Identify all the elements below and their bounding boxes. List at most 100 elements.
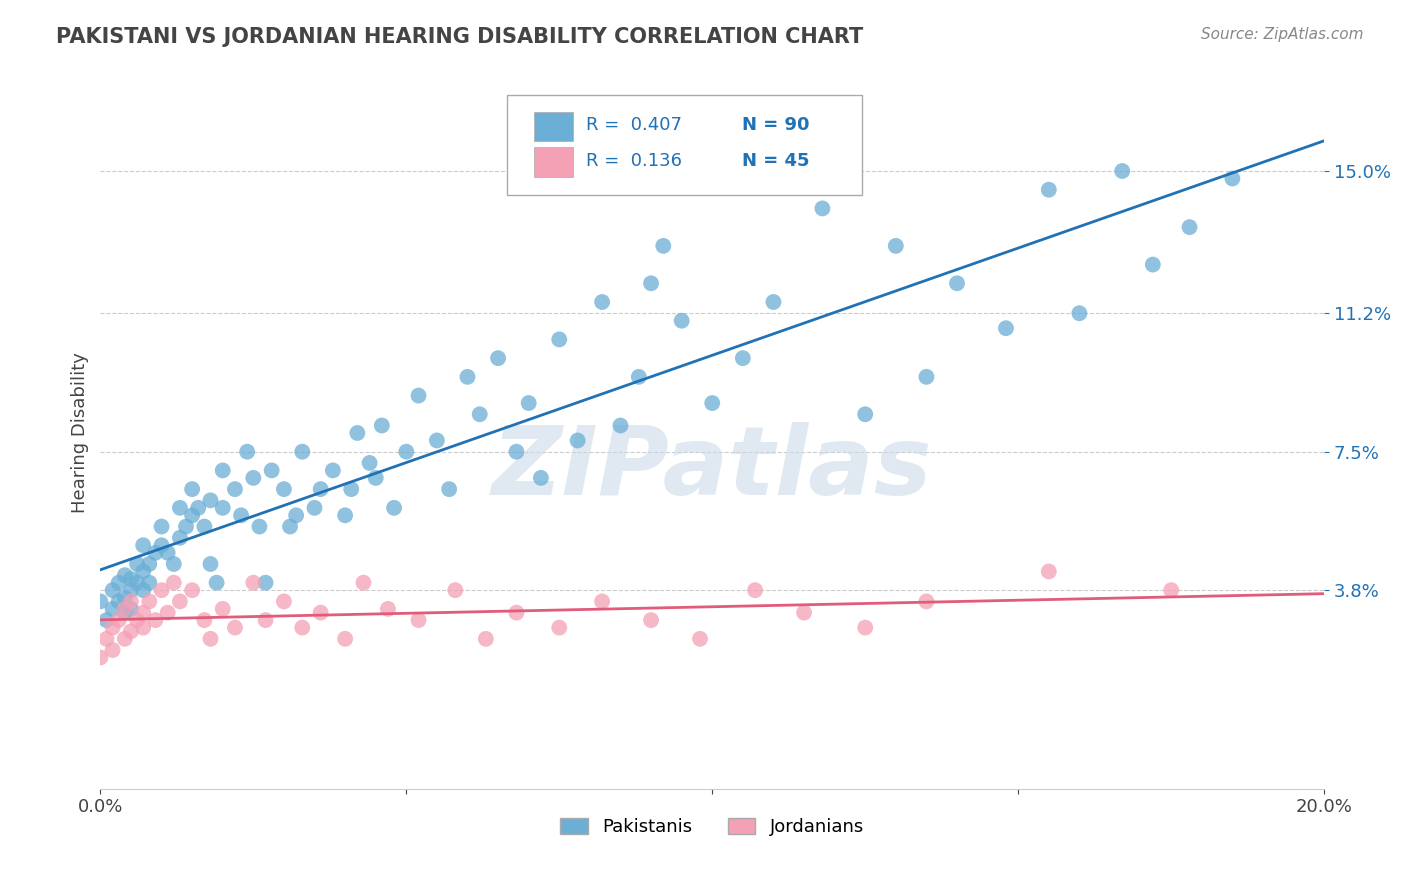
Point	[1069, 306, 1091, 320]
Point	[120, 594, 142, 608]
Point	[96, 613, 118, 627]
Point	[125, 575, 148, 590]
Point	[853, 407, 876, 421]
Point	[278, 519, 301, 533]
Point	[309, 606, 332, 620]
Point	[181, 508, 204, 523]
Point	[408, 613, 430, 627]
FancyBboxPatch shape	[506, 95, 862, 194]
Point	[915, 369, 938, 384]
Point	[114, 568, 136, 582]
Point	[101, 621, 124, 635]
Point	[475, 632, 498, 646]
Point	[156, 606, 179, 620]
Point	[229, 508, 252, 523]
Point	[150, 519, 173, 533]
Point	[114, 606, 136, 620]
Point	[193, 519, 215, 533]
Point	[254, 613, 277, 627]
Point	[322, 463, 344, 477]
Point	[426, 434, 449, 448]
Point	[652, 239, 675, 253]
Point	[254, 575, 277, 590]
Point	[187, 500, 209, 515]
Point	[132, 621, 155, 635]
Point	[114, 632, 136, 646]
Point	[591, 295, 613, 310]
Point	[114, 591, 136, 605]
Text: Source: ZipAtlas.com: Source: ZipAtlas.com	[1201, 27, 1364, 42]
Point	[101, 643, 124, 657]
Point	[89, 594, 111, 608]
Point	[285, 508, 308, 523]
Point	[249, 519, 271, 533]
Point	[291, 444, 314, 458]
Point	[364, 471, 387, 485]
Point	[689, 632, 711, 646]
Point	[120, 602, 142, 616]
Point	[138, 575, 160, 590]
Point	[200, 632, 222, 646]
Point	[163, 575, 186, 590]
Point	[132, 565, 155, 579]
Point	[627, 369, 650, 384]
Text: R =  0.136: R = 0.136	[586, 153, 682, 170]
Legend: Pakistanis, Jordanians: Pakistanis, Jordanians	[553, 811, 872, 844]
Text: ZIPatlas: ZIPatlas	[492, 422, 932, 515]
Point	[224, 482, 246, 496]
Point	[291, 621, 314, 635]
Point	[145, 546, 167, 560]
Text: N = 45: N = 45	[741, 153, 808, 170]
Point	[548, 621, 571, 635]
Point	[671, 314, 693, 328]
Point	[456, 369, 478, 384]
Point	[548, 333, 571, 347]
Point	[101, 583, 124, 598]
Point	[273, 482, 295, 496]
Point	[169, 500, 191, 515]
Point	[505, 606, 527, 620]
Point	[609, 418, 631, 433]
Point	[309, 482, 332, 496]
Point	[101, 602, 124, 616]
Point	[517, 396, 540, 410]
Point	[181, 482, 204, 496]
Point	[242, 575, 264, 590]
Point	[236, 444, 259, 458]
Point	[273, 594, 295, 608]
Point	[591, 594, 613, 608]
Point	[211, 602, 233, 616]
Point	[340, 482, 363, 496]
Point	[156, 546, 179, 560]
Point	[353, 575, 375, 590]
Point	[107, 575, 129, 590]
Point	[125, 613, 148, 627]
Point	[211, 500, 233, 515]
Point	[150, 538, 173, 552]
Point	[359, 456, 381, 470]
Point	[138, 594, 160, 608]
Point	[486, 351, 509, 365]
Point	[640, 277, 662, 291]
Point	[1038, 183, 1060, 197]
Point	[408, 388, 430, 402]
Point	[242, 471, 264, 485]
Point	[145, 613, 167, 627]
Point	[169, 531, 191, 545]
Point	[120, 624, 142, 639]
Point	[125, 557, 148, 571]
FancyBboxPatch shape	[533, 112, 572, 142]
Point	[811, 202, 834, 216]
Point	[853, 621, 876, 635]
Point	[304, 500, 326, 515]
Point	[530, 471, 553, 485]
Point	[211, 463, 233, 477]
Point	[382, 500, 405, 515]
Point	[468, 407, 491, 421]
Point	[793, 606, 815, 620]
Y-axis label: Hearing Disability: Hearing Disability	[72, 352, 89, 514]
Point	[260, 463, 283, 477]
Point	[132, 538, 155, 552]
Point	[169, 594, 191, 608]
Point	[205, 575, 228, 590]
